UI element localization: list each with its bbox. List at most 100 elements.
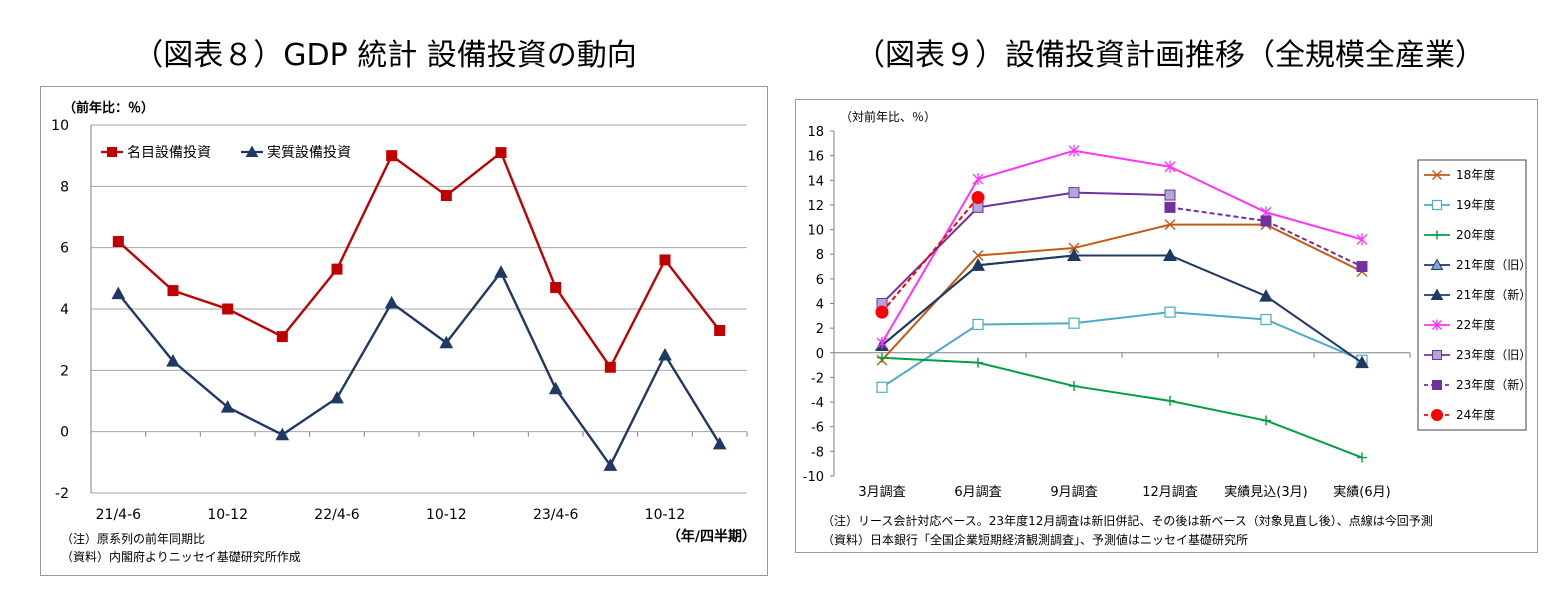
y-tick-label: -4 [811,396,824,411]
legend-marker [1430,258,1444,270]
series-line-1 [117,150,721,370]
series-segment-2 [1169,311,1267,321]
legend-marker [1432,230,1442,240]
series-segment-3 [881,356,979,364]
legend-label: 21年度（旧） [1456,257,1531,272]
y-tick-label: 8 [60,179,69,195]
series-segment-3 [1073,385,1171,402]
series-segment-6 [1073,149,1171,168]
data-point [111,286,126,300]
series-segment-6 [1265,211,1363,241]
data-point [1356,261,1368,273]
legend-label: 実質設備投資 [267,145,351,161]
x-tick-label: 10-12 [645,507,686,523]
series-segment-5 [1265,295,1363,364]
data-point [972,173,984,186]
data-point [659,254,671,266]
series-segment-5 [881,264,979,347]
data-point [1068,242,1080,254]
series-segment-7 [1073,191,1171,197]
series-segment-1 [881,254,979,361]
left-note-2: （資料）内閣府よりニッセイ基礎研究所作成 [61,549,301,564]
y-tick-label: 16 [807,150,824,165]
y-tick-label: 18 [807,125,824,140]
left-note-1: （注）原系列の前年同期比 [61,531,205,546]
legend-marker [1432,170,1442,180]
data-point [875,305,889,319]
data-point [971,258,985,271]
x-tick-label: 9月調査 [1050,485,1097,500]
data-point [1357,452,1367,463]
x-tick-label: 12月調査 [1142,485,1198,500]
series-segment-6 [977,149,1075,181]
legend-marker [1432,350,1442,360]
legend-label: 23年度（新） [1456,377,1531,392]
series-segment-1 [977,247,1075,257]
data-point [712,436,727,450]
y-tick-label: -6 [811,421,824,436]
left-x-axis-label: （年/四半期） [667,528,756,545]
data-point [876,336,888,349]
data-point [166,354,180,367]
x-tick-label: 10-12 [426,507,467,523]
data-point [386,150,398,162]
y-tick-label: 6 [60,241,69,257]
data-point [495,147,507,159]
data-point [972,249,984,261]
legend-label: 18年度 [1456,167,1495,182]
data-point [1164,189,1176,201]
legend-marker [1431,409,1443,421]
data-point [658,347,672,361]
x-tick-label: 実績(6月) [1333,484,1390,500]
y-tick-label: -8 [811,445,824,460]
y-tick-label: -10 [803,470,824,485]
y-tick-label: 8 [816,248,824,263]
legend-label: 22年度 [1456,317,1495,332]
data-point [384,295,399,309]
left-unit-label: （前年比：％） [63,100,154,116]
x-tick-label: 23/4-6 [533,507,578,523]
data-point [1164,306,1176,318]
data-point [550,282,562,294]
data-point [1068,144,1080,157]
data-point [1164,201,1176,213]
left-chart-title: （図表８）GDP 統計 設備投資の動向 [133,38,637,73]
y-tick-label: 2 [816,322,824,337]
series-segment-2 [1073,311,1171,325]
series-segment-8 [1169,206,1267,222]
series-segment-1 [1265,223,1363,273]
data-point [548,381,563,395]
data-point [1067,248,1081,261]
x-tick-label: 6月調査 [954,485,1001,500]
y-tick-label: 2 [60,363,69,379]
data-point [494,265,508,278]
legend-label: 21年度（新） [1456,287,1531,302]
x-tick-label: 10-12 [207,507,248,523]
series-segment-2 [977,322,1075,326]
right-note-1: （注）リース会計対応ベース。23年度12月調査は新旧併記、その後は新ベース（対象… [822,513,1433,528]
data-point [1164,219,1176,231]
data-point [440,190,452,202]
series-line-2 [117,269,721,468]
right-note-2: （資料）日本銀行「全国企業短期経済観測調査」、予測値はニッセイ基礎研究所 [822,532,1248,547]
legend-marker [1432,380,1442,390]
legend-marker [1430,288,1444,300]
series-segment-1 [1073,223,1171,250]
legend-label: 名目設備投資 [127,145,211,161]
x-tick-label: 実績見込(3月) [1224,484,1307,500]
data-point [603,458,618,471]
legend-label: 19年度 [1456,197,1495,212]
y-tick-label: 14 [807,174,824,189]
data-point [877,352,887,363]
y-tick-label: 0 [816,347,824,362]
series-segment-5 [977,254,1075,267]
left-chart-svg: （前年比：％） （年/四半期） （注）原系列の前年同期比 （資料）内閣府よりニッ… [51,100,756,564]
right-unit-label: （対前年比、％） [840,109,936,124]
data-point [1356,233,1368,246]
data-point [1068,187,1080,199]
series-segment-6 [881,178,979,344]
data-point [876,381,888,393]
data-point [222,303,234,315]
legend-label: 20年度 [1456,227,1495,242]
data-point [714,324,726,336]
